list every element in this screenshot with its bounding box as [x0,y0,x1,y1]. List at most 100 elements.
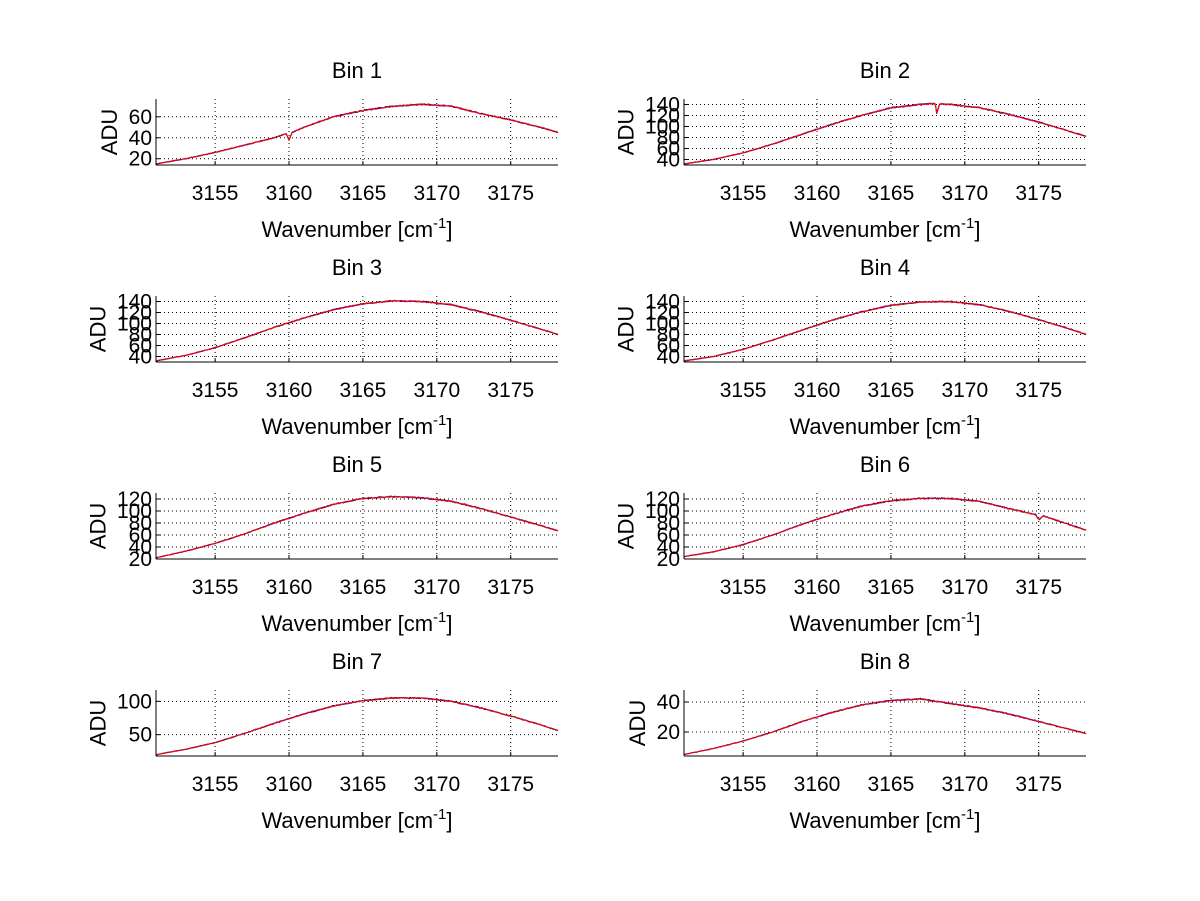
x-tick-label: 3165 [868,773,915,796]
y-tick-label: 100 [645,313,680,336]
series-line-2 [683,697,1087,756]
y-tick-label: 80 [657,127,680,150]
y-tick-label: 140 [645,94,680,117]
y-tick-label: 50 [129,724,152,747]
y-axis-label: ADU [614,109,639,155]
x-tick-label: 3160 [794,576,841,599]
series-line-1 [683,300,1087,362]
x-axis-label: Wavenumber [cm-1] [261,215,452,242]
y-tick-label: 120 [117,488,152,511]
y-tick-label: 60 [657,335,680,358]
subplot-bin-2: Bin 2 3155 3160 3165 3170 3175 406080100120140… [614,58,1087,242]
x-tick-label: 3155 [720,576,767,599]
subplot-title: Bin 1 [332,58,382,83]
series-line-2 [155,103,559,165]
subplot-title: Bin 4 [860,255,910,280]
y-tick-label: 120 [645,302,680,325]
y-tick-label: 100 [117,313,152,336]
series-line-4 [155,299,559,362]
x-tick-label: 3160 [266,576,313,599]
y-tick-label: 40 [657,149,680,172]
subplot-title: Bin 6 [860,452,910,477]
x-tick-label: 3165 [868,576,915,599]
x-tick-label: 3170 [413,773,460,796]
y-tick-label: 40 [657,346,680,369]
y-axis-label: ADU [97,109,122,155]
series-line-1 [155,495,559,559]
x-tick-label: 3165 [340,576,387,599]
x-axis-label: Wavenumber [cm-1] [789,412,980,439]
y-axis-label: ADU [86,306,111,352]
y-tick-label: 120 [645,488,680,511]
series-line-3 [683,102,1087,165]
series-line-4 [155,102,559,165]
series-line-4 [683,300,1087,362]
x-tick-label: 3165 [340,182,387,205]
x-tick-label: 3175 [487,576,534,599]
x-axis-label: Wavenumber [cm-1] [789,806,980,833]
subplot-title: Bin 5 [332,452,382,477]
series-line-2 [683,300,1087,362]
x-tick-label: 3165 [868,182,915,205]
x-tick-label: 3175 [1015,182,1062,205]
series-line-4 [683,497,1087,558]
x-tick-label: 3160 [794,379,841,402]
x-tick-label: 3165 [340,379,387,402]
series-line-1 [683,102,1087,165]
series-line-3 [155,495,559,559]
y-tick-label: 140 [117,291,152,314]
y-axis-label: ADU [614,503,639,549]
x-axis-label: Wavenumber [cm-1] [789,215,980,242]
x-tick-label: 3170 [941,182,988,205]
y-tick-label: 60 [129,335,152,358]
x-tick-label: 3170 [941,379,988,402]
series-line-4 [155,495,559,559]
y-tick-label: 100 [117,690,152,713]
series-line-1 [683,698,1087,756]
y-tick-label: 40 [657,691,680,714]
y-tick-label: 80 [657,512,680,535]
y-axis-label: ADU [625,700,650,746]
y-tick-label: 100 [645,500,680,523]
y-tick-label: 40 [657,536,680,559]
y-tick-label: 40 [129,127,152,150]
x-tick-label: 3155 [720,773,767,796]
x-tick-label: 3160 [266,379,313,402]
x-tick-label: 3165 [868,379,915,402]
y-tick-label: 60 [129,106,152,129]
y-tick-label: 120 [645,105,680,128]
subplot-title: Bin 2 [860,58,910,83]
y-axis-label: ADU [86,700,111,746]
x-axis-label: Wavenumber [cm-1] [789,609,980,636]
series-line-3 [155,696,559,756]
y-tick-label: 140 [645,291,680,314]
x-tick-label: 3175 [1015,379,1062,402]
x-tick-label: 3155 [720,182,767,205]
y-tick-label: 60 [657,138,680,161]
x-tick-label: 3160 [266,182,313,205]
y-tick-label: 80 [657,324,680,347]
x-tick-label: 3155 [192,576,239,599]
y-axis-label: ADU [614,306,639,352]
x-tick-label: 3165 [340,773,387,796]
series-line-3 [155,299,559,362]
series-line-1 [155,299,559,362]
series-line-4 [683,697,1087,756]
y-tick-label: 40 [129,346,152,369]
x-tick-label: 3175 [1015,773,1062,796]
subplot-bin-8: Bin 8 3155 3160 3165 3170 3175 20 40 Wavenumber … [625,649,1087,833]
y-tick-label: 20 [129,148,152,171]
x-tick-label: 3160 [794,182,841,205]
x-axis-label: Wavenumber [cm-1] [261,609,452,636]
y-tick-label: 60 [657,524,680,547]
y-tick-label: 120 [117,302,152,325]
x-tick-label: 3155 [720,379,767,402]
series-line-3 [683,497,1087,558]
series-line-1 [155,696,559,756]
subplot-title: Bin 3 [332,255,382,280]
subplot-bin-4: Bin 4 3155 3160 3165 3170 3175 406080100120140… [614,255,1087,439]
x-tick-label: 3155 [192,773,239,796]
